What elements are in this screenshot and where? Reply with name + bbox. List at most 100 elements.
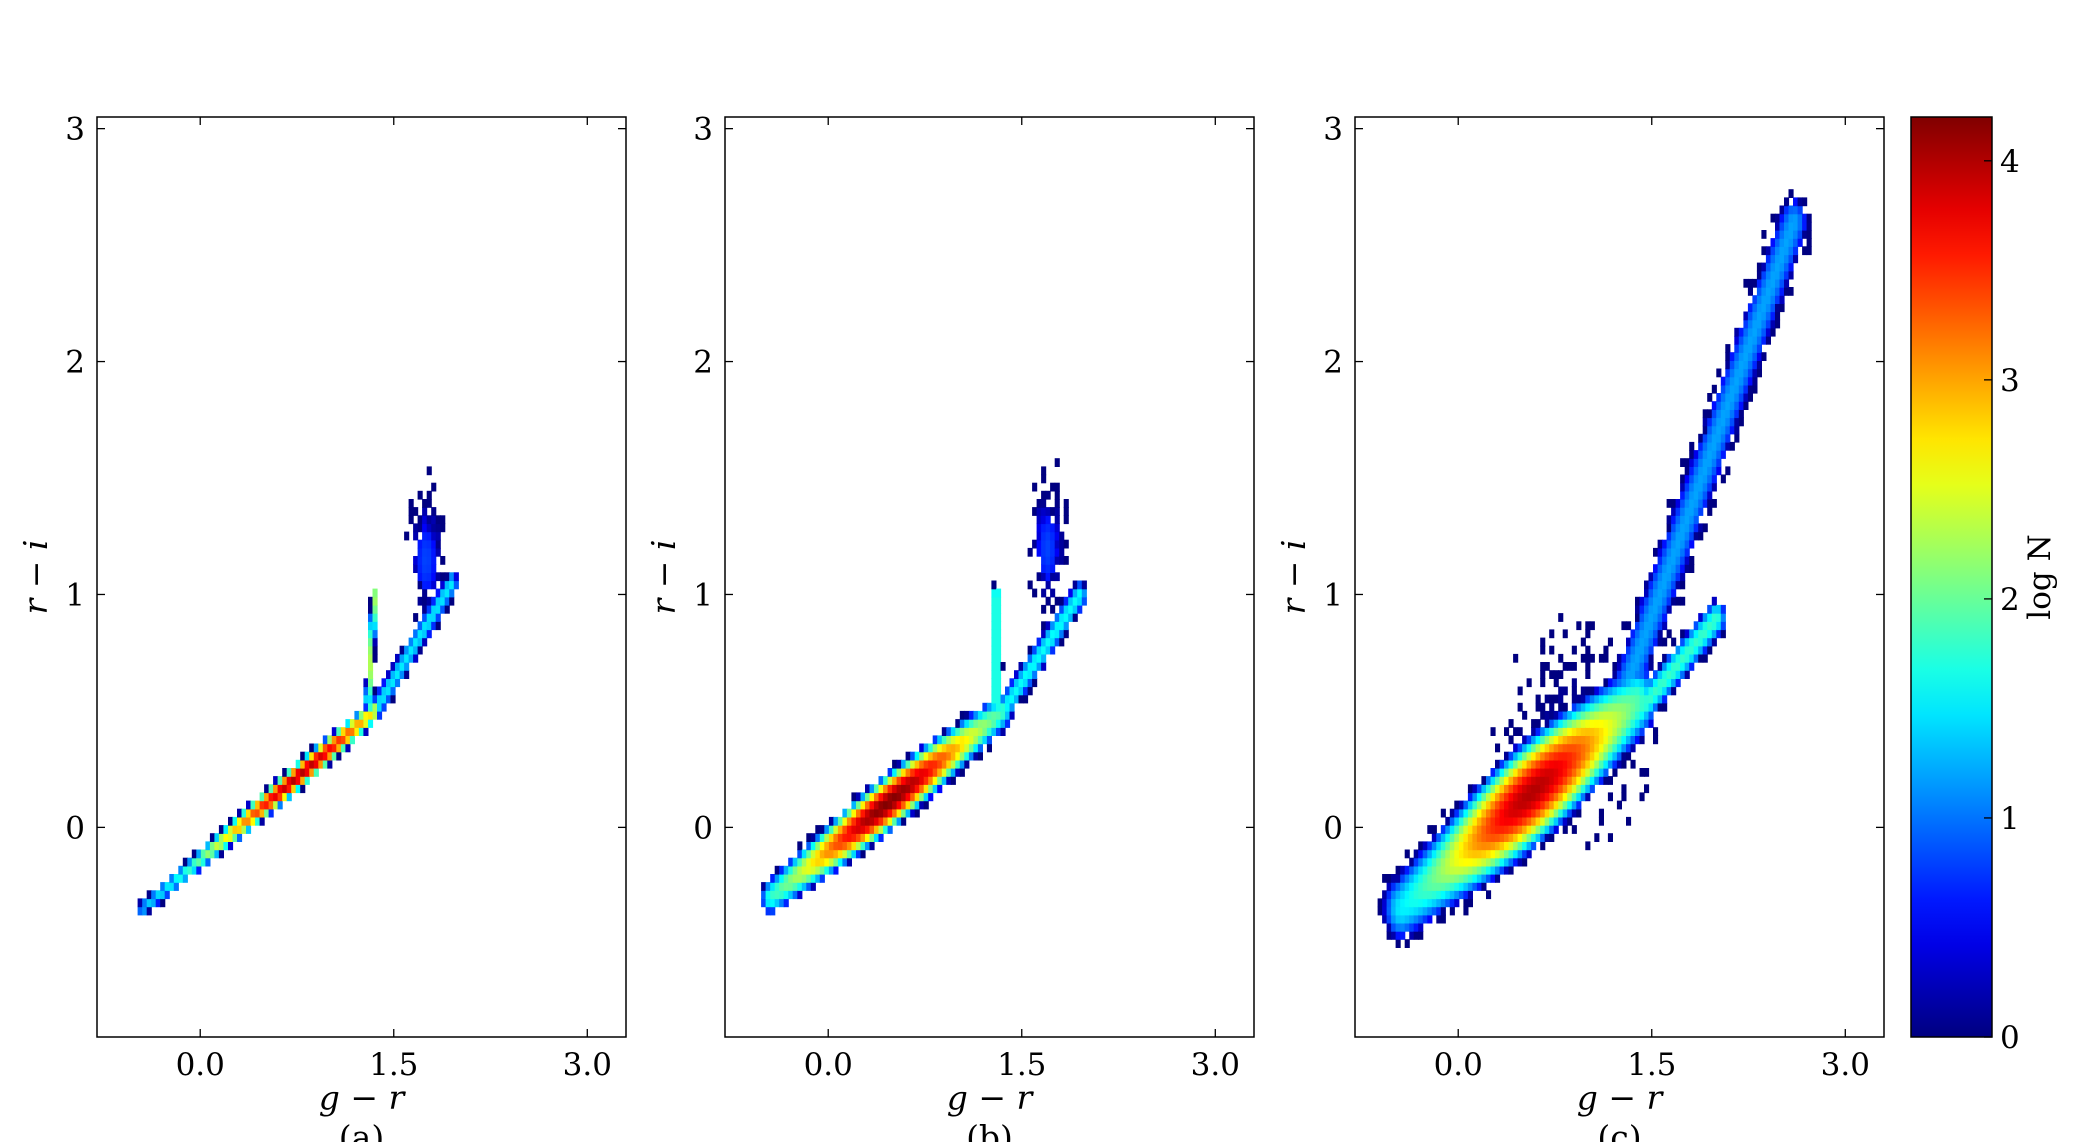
density-bin	[1059, 604, 1065, 614]
density-bin	[1018, 678, 1024, 688]
density-bin	[1793, 221, 1799, 231]
density-bin	[1653, 702, 1659, 712]
density-bin	[842, 857, 848, 867]
density-bin	[1702, 637, 1708, 647]
density-bin	[1000, 662, 1006, 671]
density-bin	[1675, 580, 1681, 590]
density-bin	[923, 784, 929, 794]
density-bin	[1747, 344, 1753, 353]
density-bin	[295, 784, 301, 794]
density-bin	[1068, 596, 1074, 606]
density-bin	[1513, 784, 1519, 794]
density-bin	[1635, 710, 1641, 720]
density-bin	[1504, 816, 1510, 826]
density-bin	[1495, 768, 1501, 777]
density-bin	[860, 841, 866, 851]
density-bin	[1684, 515, 1690, 525]
density-bin	[1707, 499, 1713, 508]
density-bin	[1756, 335, 1762, 345]
density-bin	[1409, 865, 1415, 875]
density-bin	[761, 890, 767, 900]
density-bin	[1463, 882, 1469, 891]
density-bin	[295, 759, 301, 769]
density-bin	[810, 865, 816, 875]
density-bin	[1063, 539, 1069, 549]
density-bin	[413, 645, 419, 655]
density-bin	[833, 865, 839, 875]
density-bin	[991, 629, 997, 639]
density-bin	[1404, 849, 1410, 859]
density-bin	[327, 743, 333, 753]
density-bin	[1734, 327, 1740, 337]
colorbar-tick-label: 2	[2000, 582, 2020, 618]
density-bin	[1635, 678, 1641, 688]
density-bin	[1693, 458, 1699, 467]
density-bin	[1526, 751, 1532, 761]
density-bin	[1680, 662, 1686, 671]
density-bin	[1680, 670, 1686, 679]
density-bin	[1449, 898, 1455, 908]
density-bin	[1418, 874, 1424, 883]
density-bin	[1680, 490, 1686, 500]
density-bin	[1522, 849, 1528, 859]
density-bin	[426, 556, 432, 565]
density-bin	[1540, 662, 1546, 671]
density-bin	[1436, 841, 1442, 851]
density-bin	[1000, 694, 1006, 704]
density-bin	[1549, 808, 1555, 818]
density-bin	[1431, 906, 1437, 916]
density-bin	[1761, 287, 1767, 296]
density-bin	[1580, 751, 1586, 761]
density-bin	[1603, 653, 1609, 663]
density-bin	[1793, 197, 1799, 207]
density-bin	[1418, 882, 1424, 891]
density-bin	[241, 808, 247, 818]
density-bin	[1544, 800, 1550, 810]
density-bin	[1743, 311, 1749, 321]
density-bin	[453, 572, 459, 582]
density-bin	[1553, 694, 1559, 704]
density-bin	[1644, 588, 1650, 598]
density-bin	[1382, 906, 1388, 916]
y-tick-label: 0	[693, 810, 713, 846]
density-bin	[1436, 906, 1442, 916]
density-bin	[372, 588, 378, 598]
density-bin	[1576, 784, 1582, 794]
density-bin	[901, 784, 907, 794]
density-bin	[950, 768, 956, 777]
density-bin	[1648, 702, 1654, 712]
density-bin	[431, 547, 437, 557]
density-bin	[1540, 784, 1546, 794]
density-bin	[1675, 670, 1681, 679]
density-bin	[1752, 303, 1758, 313]
density-bin	[1436, 849, 1442, 859]
density-bin	[1702, 653, 1708, 663]
density-bin	[797, 857, 803, 867]
density-bin	[1743, 335, 1749, 345]
density-bin	[435, 604, 441, 614]
density-bin	[1666, 678, 1672, 688]
density-bin	[1571, 808, 1577, 818]
density-bin	[905, 751, 911, 761]
density-bin	[1499, 768, 1505, 777]
density-bin	[1553, 816, 1559, 826]
density-bin	[1644, 686, 1650, 696]
density-bin	[1422, 914, 1428, 924]
density-bin	[1603, 743, 1609, 753]
density-bin	[1662, 637, 1668, 647]
density-bin	[1454, 874, 1460, 883]
density-bin	[1508, 792, 1514, 802]
density-bin	[1621, 792, 1627, 802]
density-bin	[1756, 295, 1762, 304]
density-bin	[1594, 710, 1600, 720]
density-bin	[1621, 662, 1627, 671]
density-bin	[1747, 278, 1753, 288]
density-bin	[435, 515, 441, 525]
density-bin	[1607, 702, 1613, 712]
density-bin	[865, 825, 871, 834]
density-bin	[1707, 458, 1713, 467]
density-bin	[1702, 417, 1708, 427]
density-bin	[1684, 547, 1690, 557]
density-bin	[327, 751, 333, 761]
density-bin	[878, 792, 884, 802]
